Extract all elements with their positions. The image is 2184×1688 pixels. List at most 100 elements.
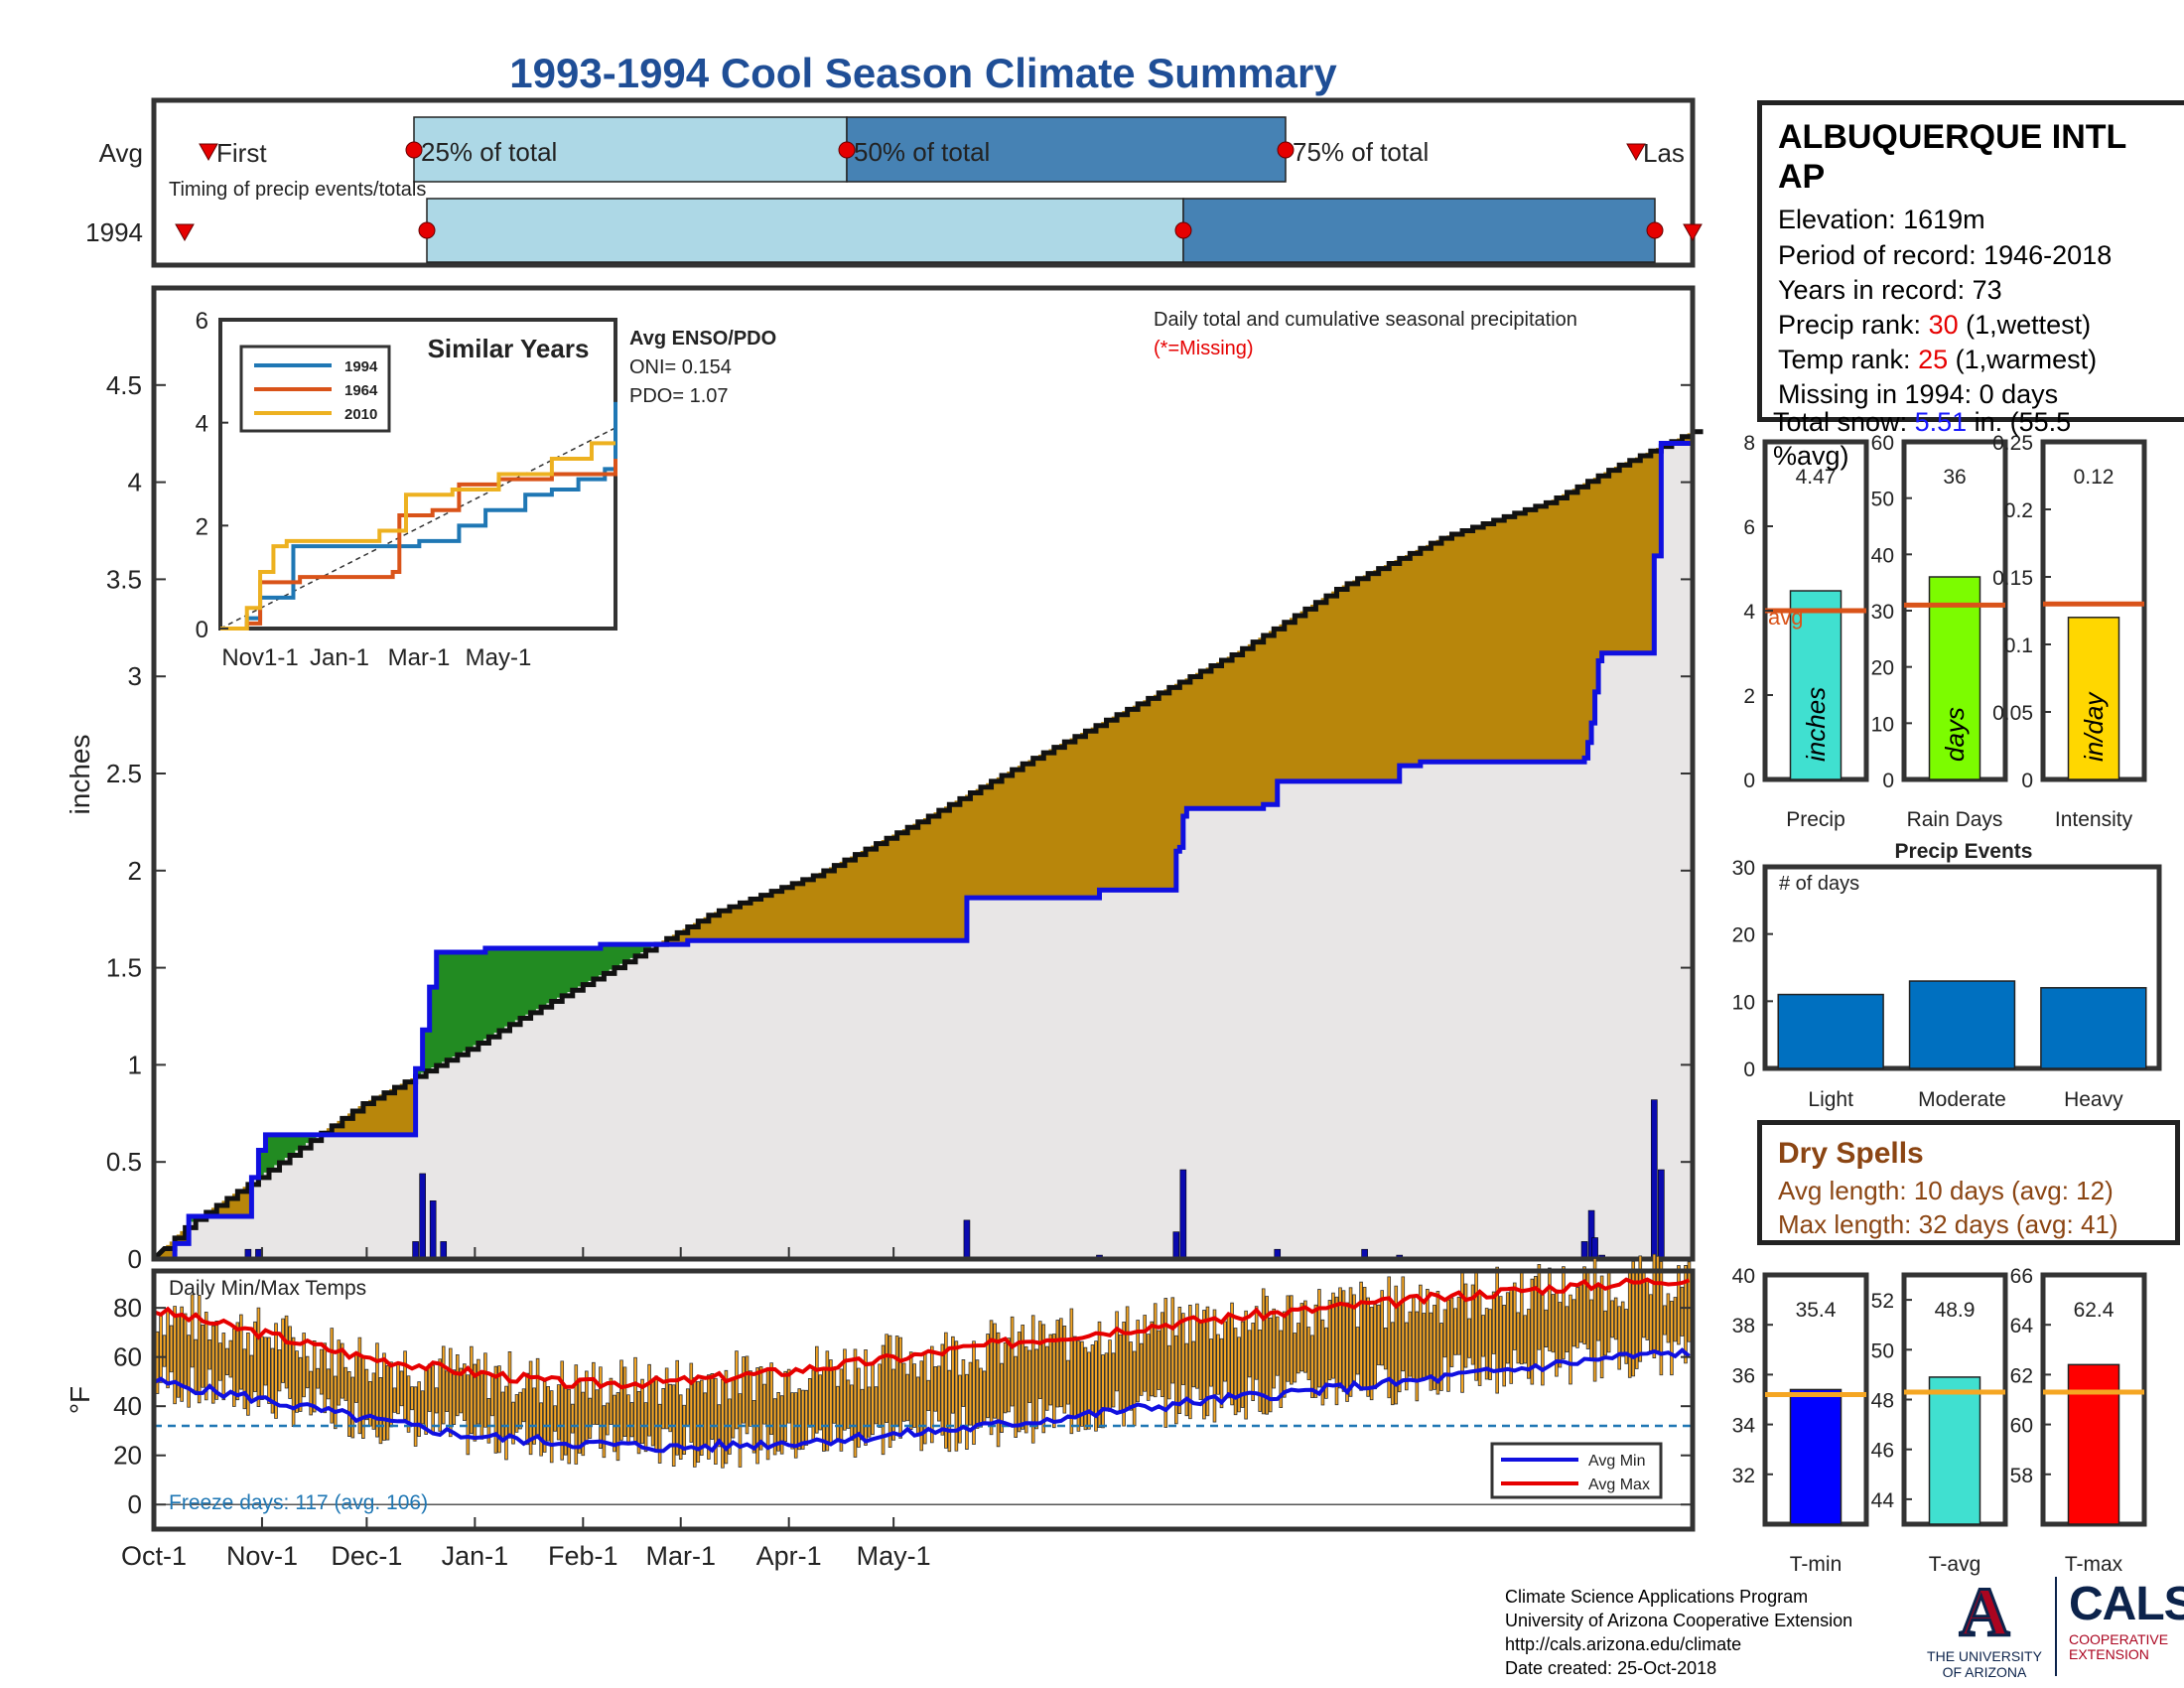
ua-logo-mark: A (1958, 1575, 2011, 1651)
t_min-value-label: 35.4 (1796, 1299, 1837, 1322)
precip-events-y-label: 30 (1732, 857, 1755, 880)
t_avg-y-label: 50 (1871, 1339, 1894, 1362)
yr-q2-bar (1182, 198, 1656, 263)
precip-base-fill (154, 431, 1693, 1259)
t_avg-category: T-avg (1929, 1553, 1981, 1576)
precip-y-label: 3.5 (106, 564, 142, 594)
precip-events-bar (1908, 980, 2016, 1069)
footer-line2: University of Arizona Cooperative Extens… (1505, 1611, 1853, 1630)
daily-precip-bar (1172, 1231, 1180, 1260)
similar-series-2010 (220, 441, 615, 631)
year-cumulative-line (154, 431, 1696, 1262)
t_min-y-label: 36 (1732, 1364, 1755, 1387)
snow-label: Total snow: (1773, 407, 1915, 437)
t_max-bar (2067, 1363, 2120, 1525)
x-axis-label: Jan-1 (442, 1541, 509, 1571)
first-marker-1994 (175, 223, 195, 242)
t_max-y-label: 60 (2010, 1415, 2033, 1438)
dry-spells-box: Dry Spells Avg length: 10 days (avg: 12)… (1757, 1120, 2180, 1245)
daily-precip-bar (412, 1241, 419, 1260)
avg-75-dot (1277, 141, 1295, 159)
precip-events-ylabel: # of days (1779, 873, 1859, 895)
temp-y-axis-title: °F (65, 1386, 95, 1414)
intensity-bar (2067, 617, 2120, 780)
rain_days-value-label: 36 (1943, 466, 1966, 489)
similar-y-label: 0 (196, 617, 208, 643)
precip-rank-value: 30 (1928, 310, 1959, 340)
t_avg-value-label: 48.9 (1935, 1299, 1976, 1322)
rain_days-unit: days (1940, 707, 1970, 762)
precip-y-label: 1 (128, 1050, 142, 1079)
precip-rank-label: Precip rank: (1778, 310, 1929, 340)
similar-x-label: Mar-1 (388, 644, 451, 671)
daily-precip-bar (1651, 1099, 1658, 1260)
footer-line3: http://cals.arizona.edu/climate (1505, 1634, 1742, 1654)
intensity-y-label: 0.25 (1992, 432, 2033, 455)
missing-text: Missing in 1994: 0 days (1778, 379, 2059, 409)
precip_total-y-label: 6 (1743, 516, 1755, 539)
temp-legend-min: Avg Min (1588, 1453, 1646, 1470)
rain_days-category: Rain Days (1907, 808, 2003, 831)
temp-y-label: 0 (128, 1489, 142, 1519)
avg-50-dot (838, 141, 856, 159)
precip_total-bar (1789, 590, 1843, 780)
station-name: ALBUQUERQUE INTL AP (1778, 118, 2126, 196)
timing-label-1994: 1994 (85, 217, 143, 247)
t_min-y-label: 38 (1732, 1315, 1755, 1337)
last-marker-avg (1626, 143, 1646, 162)
last-marker-1994 (1683, 223, 1703, 242)
x-axis-label: Feb-1 (548, 1541, 618, 1571)
similar-legend-label: 1994 (344, 358, 378, 375)
station-info-box: ALBUQUERQUE INTL AP Elevation: 1619m Per… (1757, 100, 2184, 422)
rain_days-y-label: 30 (1871, 601, 1894, 624)
rain_days-y-label: 20 (1871, 657, 1894, 680)
similar-legend-label: 1964 (344, 382, 378, 399)
rain_days-bar (1928, 576, 1981, 780)
precip-events-y-label: 10 (1732, 991, 1755, 1014)
enso-pdo: PDO= 1.07 (629, 385, 729, 407)
temp-plot-frame (151, 1268, 1696, 1532)
t_avg-y-label: 44 (1871, 1489, 1895, 1512)
snow-row: Total snow: 5.51 in. (55.5 (1773, 407, 2071, 438)
temp-rank-row: Temp rank: 25 (1,warmest) (1778, 345, 2097, 375)
precip-events-bar (2040, 987, 2147, 1069)
precip-avg-label: avg (1768, 605, 1803, 630)
ua-logo: A THE UNIVERSITY OF ARIZONA (1926, 1575, 2043, 1680)
similar-legend-label: 2010 (344, 406, 377, 423)
intensity-y-label: 0.1 (2004, 634, 2033, 657)
t_max-y-label: 58 (2010, 1465, 2033, 1487)
temp-y-label: 40 (113, 1391, 142, 1421)
avg-max-line (153, 1277, 1691, 1390)
precip-events-title: Precip Events (1895, 840, 2033, 863)
precip-events-category: Heavy (2064, 1088, 2123, 1111)
avg-25-label: 25% of total (421, 137, 557, 167)
daily-precip-bar (1179, 1169, 1187, 1260)
t_min-y-label: 34 (1732, 1415, 1756, 1438)
rain_days-y-label: 0 (1882, 770, 1894, 792)
freeze-days-text: Freeze days: 117 (avg. 106) (169, 1491, 428, 1514)
chart-title: 1993-1994 Cool Season Climate Summary (509, 50, 1337, 96)
t_max-y-label: 64 (2010, 1315, 2034, 1337)
intensity-y-label: 0.15 (1992, 567, 2033, 590)
intensity-y-label: 0 (2021, 770, 2033, 792)
precip-y-label: 1.5 (106, 953, 142, 983)
precip-events-bar (1777, 993, 1884, 1069)
precip-events-y-label: 20 (1732, 924, 1755, 947)
dry-avg-length: Avg length: 10 days (avg: 12) (1778, 1176, 2114, 1205)
t_min-y-label: 32 (1732, 1465, 1755, 1487)
similar-x-label: Jan-1 (310, 644, 369, 671)
similar-x-label: Nov1-1 (221, 644, 298, 671)
avg-50-label: 50% of total (854, 137, 990, 167)
first-marker-avg (199, 143, 218, 162)
rain_days-y-label: 60 (1871, 432, 1894, 455)
avg-q1-bar (413, 116, 848, 183)
enso-oni: ONI= 0.154 (629, 356, 732, 378)
temp-rank-label: Temp rank: (1778, 345, 1919, 374)
similar-years-title: Similar Years (428, 334, 590, 363)
temp-y-label: 60 (113, 1342, 142, 1372)
x-axis-label: Apr-1 (756, 1541, 822, 1571)
similar-y-label: 2 (196, 513, 208, 540)
temp-legend-max: Avg Max (1588, 1477, 1650, 1493)
x-axis-label: Dec-1 (331, 1541, 402, 1571)
